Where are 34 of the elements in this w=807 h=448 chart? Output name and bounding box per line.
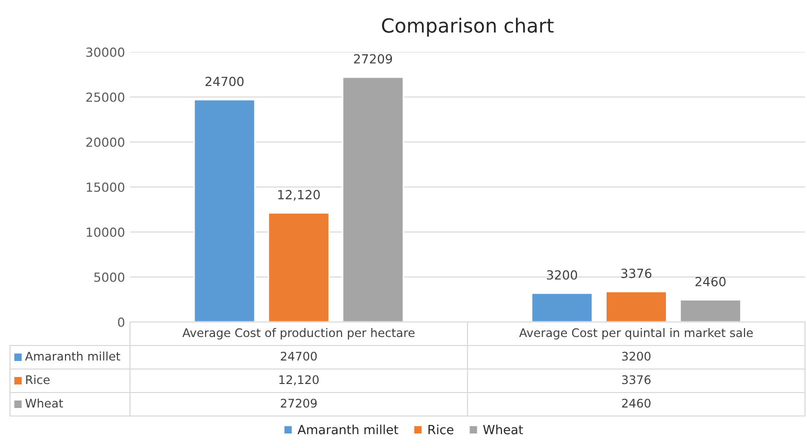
text: 27209 bbox=[354, 54, 392, 64]
bar bbox=[268, 212, 330, 322]
bar bbox=[605, 290, 668, 322]
bar bbox=[530, 292, 594, 322]
data-label: 2460 bbox=[622, 398, 650, 408]
legend-label: Wheat bbox=[483, 424, 523, 434]
x-tick-label: Average Cost per quintal in market sale bbox=[519, 328, 753, 340]
y-tick-label: 15000 bbox=[86, 182, 124, 192]
legend-label: Rice bbox=[428, 424, 454, 434]
text: 24700 bbox=[206, 76, 244, 86]
data-label: 24700 bbox=[280, 352, 317, 361]
text: Wheat bbox=[25, 398, 63, 408]
text: Amaranth millet bbox=[298, 424, 398, 434]
y-tick-label: 25000 bbox=[86, 92, 124, 102]
data-label: 27209 bbox=[280, 398, 317, 408]
legend-label: Amaranth millet bbox=[25, 352, 120, 361]
text: 2460 bbox=[696, 276, 726, 286]
chart-title: Comparison chart bbox=[382, 18, 554, 37]
x-tick-label: Average Cost of production per hectare bbox=[182, 328, 415, 340]
bar bbox=[193, 99, 256, 322]
text: 12,120 bbox=[278, 190, 320, 201]
text: 3200 bbox=[547, 270, 578, 280]
y-tick-label: 10000 bbox=[86, 227, 124, 237]
y-tick-label: 0 bbox=[118, 317, 124, 327]
bar bbox=[342, 76, 404, 322]
y-tick-label: 5000 bbox=[94, 272, 124, 282]
data-label: 3200 bbox=[622, 352, 650, 361]
text: Rice bbox=[26, 375, 50, 384]
y-tick-label: 20000 bbox=[86, 137, 124, 147]
bar bbox=[679, 299, 742, 322]
data-label: 12,120 bbox=[279, 375, 319, 386]
data-label: 3376 bbox=[622, 375, 651, 384]
y-tick-label: 30000 bbox=[86, 47, 124, 57]
text: 3376 bbox=[621, 268, 652, 278]
